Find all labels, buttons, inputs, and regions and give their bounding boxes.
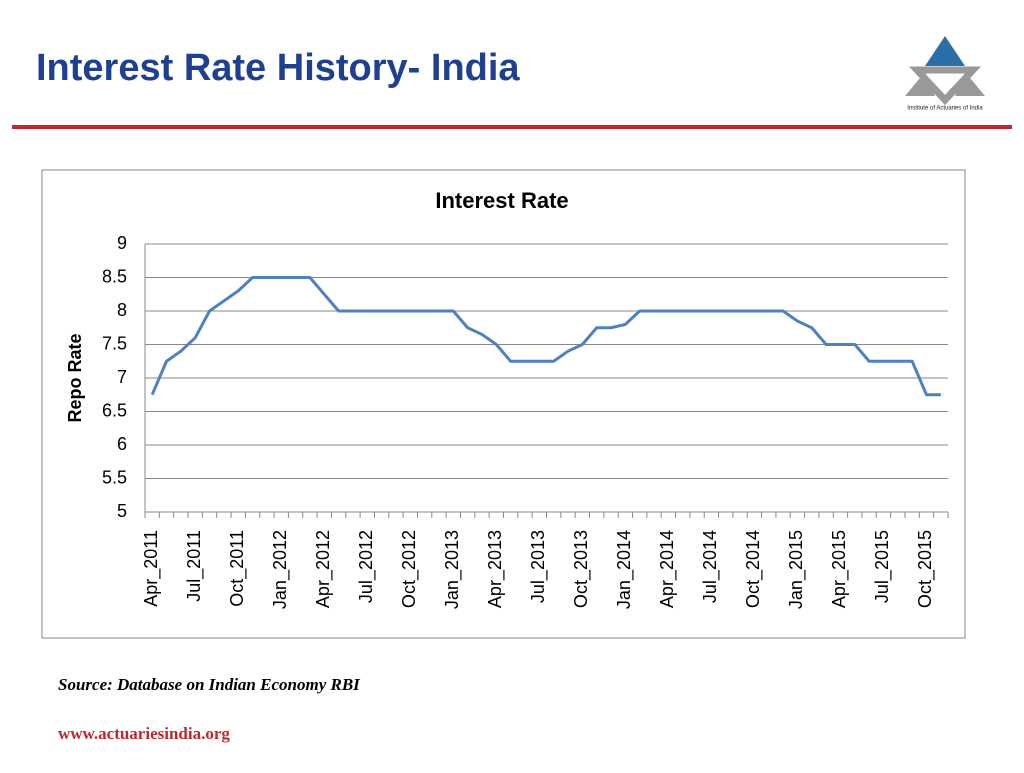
chart-frame bbox=[41, 169, 966, 639]
x-tick-label: Jan_2014 bbox=[614, 530, 635, 609]
x-tick-label: Jan_2015 bbox=[786, 530, 807, 609]
slide-title: Interest Rate History- India bbox=[36, 47, 520, 89]
y-tick-label: 9 bbox=[117, 233, 127, 253]
x-tick-label: Apr_2013 bbox=[485, 530, 506, 608]
x-tick-label: Apr_2015 bbox=[829, 530, 850, 608]
x-tick-label: Apr_2014 bbox=[657, 530, 678, 608]
logo-text: Institute of Actuaries of India bbox=[907, 106, 983, 112]
x-tick-label: Jul_2014 bbox=[700, 530, 721, 603]
x-tick-label: Oct_2012 bbox=[399, 530, 420, 608]
y-tick-label: 6.5 bbox=[102, 400, 127, 420]
x-tick-label: Jul_2013 bbox=[528, 530, 549, 603]
source-note: Source: Database on Indian Economy RBI bbox=[58, 675, 361, 694]
header-rule bbox=[12, 125, 1012, 129]
y-tick-label: 5 bbox=[117, 501, 127, 521]
y-tick-label: 7 bbox=[117, 367, 127, 387]
x-tick-label: Oct_2014 bbox=[743, 530, 764, 608]
x-tick-label: Jan_2013 bbox=[442, 530, 463, 609]
x-tick-label: Oct_2011 bbox=[227, 530, 248, 607]
y-axis-label: Repo Rate bbox=[65, 333, 85, 422]
y-tick-label: 7.5 bbox=[102, 333, 127, 353]
y-tick-label: 8 bbox=[117, 300, 127, 320]
x-tick-label: Jan_2012 bbox=[270, 530, 291, 609]
series-line bbox=[150, 276, 941, 397]
x-tick-label: Jul_2011 bbox=[184, 530, 205, 602]
y-tick-label: 6 bbox=[117, 434, 127, 454]
logo bbox=[905, 36, 985, 106]
x-tick-label: Apr_2011 bbox=[141, 530, 162, 607]
x-tick-label: Apr_2012 bbox=[313, 530, 334, 608]
x-tick-label: Oct_2013 bbox=[571, 530, 592, 608]
x-tick-label: Jul_2012 bbox=[356, 530, 377, 603]
y-tick-label: 8.5 bbox=[102, 266, 127, 286]
y-tick-label: 5.5 bbox=[102, 467, 127, 487]
website: www.actuariesindia.org bbox=[58, 724, 230, 743]
chart-title: Interest Rate bbox=[435, 188, 568, 213]
x-tick-label: Oct_2015 bbox=[915, 530, 936, 608]
x-tick-label: Jul_2015 bbox=[872, 530, 893, 603]
